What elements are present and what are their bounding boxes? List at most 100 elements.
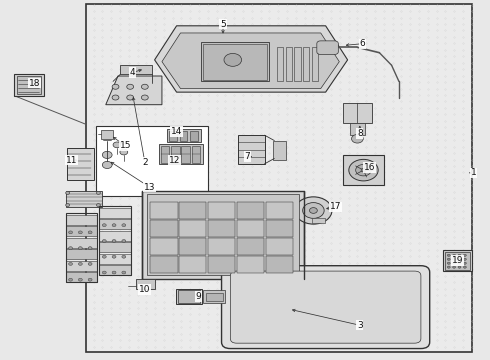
Bar <box>14 74 44 96</box>
Circle shape <box>112 84 119 89</box>
Bar <box>99 265 131 275</box>
Bar <box>99 208 131 218</box>
Bar <box>179 202 206 219</box>
Bar <box>445 252 470 270</box>
Circle shape <box>78 278 82 281</box>
Bar <box>208 220 235 237</box>
Bar <box>96 126 208 196</box>
Bar <box>237 238 264 255</box>
Circle shape <box>120 149 128 155</box>
Circle shape <box>112 239 116 242</box>
Text: 3: 3 <box>357 321 363 330</box>
Bar <box>343 155 384 185</box>
Text: 4: 4 <box>130 68 135 77</box>
Circle shape <box>69 231 73 234</box>
Circle shape <box>66 204 70 207</box>
Text: 1: 1 <box>471 168 477 177</box>
Bar <box>99 253 131 264</box>
Circle shape <box>447 266 450 268</box>
Bar <box>159 144 203 164</box>
Circle shape <box>458 254 461 256</box>
Bar <box>237 220 264 237</box>
Circle shape <box>453 254 456 256</box>
Circle shape <box>69 278 73 281</box>
Circle shape <box>102 151 112 158</box>
Bar <box>203 44 267 80</box>
Circle shape <box>310 208 318 213</box>
Circle shape <box>464 262 466 264</box>
Bar <box>179 238 206 255</box>
Circle shape <box>464 258 466 260</box>
Bar <box>181 145 190 163</box>
Text: 15: 15 <box>120 141 131 150</box>
Circle shape <box>127 95 134 100</box>
Bar <box>286 47 292 81</box>
FancyBboxPatch shape <box>317 41 338 54</box>
Circle shape <box>464 266 466 268</box>
Bar <box>150 256 177 273</box>
Bar <box>66 238 98 248</box>
Bar <box>190 131 197 141</box>
Bar <box>273 140 286 160</box>
Bar <box>192 145 200 163</box>
Bar <box>99 206 131 275</box>
Bar <box>313 218 325 223</box>
Circle shape <box>112 271 116 274</box>
Circle shape <box>464 254 466 256</box>
Text: 17: 17 <box>330 202 341 211</box>
Circle shape <box>88 262 92 265</box>
Circle shape <box>78 231 82 234</box>
Bar <box>17 76 41 94</box>
Bar <box>266 256 293 273</box>
Text: 12: 12 <box>169 156 180 165</box>
Polygon shape <box>162 33 339 89</box>
Text: 10: 10 <box>139 285 150 294</box>
Circle shape <box>349 159 378 181</box>
Bar <box>294 47 301 81</box>
Circle shape <box>66 192 70 194</box>
FancyBboxPatch shape <box>230 271 421 343</box>
Bar <box>179 131 187 141</box>
Circle shape <box>112 95 119 100</box>
Circle shape <box>295 197 332 224</box>
Text: 19: 19 <box>452 256 464 265</box>
Bar <box>443 250 472 271</box>
Bar <box>238 135 265 164</box>
Bar <box>150 202 177 219</box>
Circle shape <box>447 258 450 260</box>
Circle shape <box>356 165 371 176</box>
Text: 16: 16 <box>364 163 375 172</box>
Bar <box>266 202 293 219</box>
Circle shape <box>224 53 242 66</box>
Text: 14: 14 <box>171 127 182 136</box>
Bar <box>143 191 304 279</box>
Circle shape <box>127 84 134 89</box>
Circle shape <box>122 239 126 242</box>
Circle shape <box>453 262 456 264</box>
Bar <box>179 256 206 273</box>
Circle shape <box>458 262 461 264</box>
Bar <box>150 220 177 237</box>
Bar <box>66 226 98 236</box>
Circle shape <box>447 254 450 256</box>
Bar <box>167 129 201 142</box>
Circle shape <box>102 271 106 274</box>
Bar <box>67 148 94 180</box>
Bar <box>66 249 98 259</box>
Bar <box>303 47 310 81</box>
Polygon shape <box>106 76 162 105</box>
Bar <box>277 47 283 81</box>
Bar <box>203 291 225 303</box>
Bar <box>121 65 152 74</box>
Bar <box>178 291 200 303</box>
Circle shape <box>88 278 92 281</box>
Circle shape <box>351 134 363 143</box>
Bar <box>175 289 202 304</box>
Circle shape <box>303 203 324 219</box>
Circle shape <box>102 161 112 168</box>
Text: 9: 9 <box>196 292 201 301</box>
Circle shape <box>122 224 126 226</box>
Bar <box>99 219 131 229</box>
Circle shape <box>78 262 82 265</box>
Bar <box>66 261 98 271</box>
